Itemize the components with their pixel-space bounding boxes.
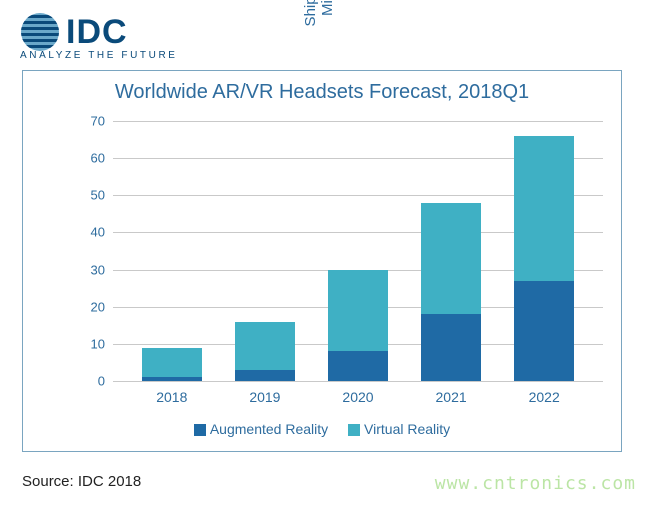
x-tick-label: 2019 <box>235 381 295 405</box>
bar-segment-ar <box>514 281 574 381</box>
legend-item-vr: Virtual Reality <box>348 421 450 437</box>
y-axis-label-line1: Shipments <box>302 0 319 26</box>
y-tick-label: 60 <box>77 151 105 166</box>
y-tick-label: 30 <box>77 262 105 277</box>
legend-label-vr: Virtual Reality <box>364 421 450 437</box>
legend-swatch-ar <box>194 424 206 436</box>
x-tick-label: 2022 <box>514 381 574 405</box>
bar-segment-vr <box>328 270 388 352</box>
y-axis-label-line2: Millions <box>319 0 336 16</box>
gridline <box>113 121 603 122</box>
page-container: IDC ANALYZE THE FUTURE Worldwide AR/VR H… <box>0 0 650 510</box>
bar-segment-vr <box>142 348 202 378</box>
bar-segment-ar <box>421 314 481 381</box>
source-text: Source: IDC 2018 <box>22 473 141 490</box>
legend: Augmented Reality Virtual Reality <box>23 421 621 437</box>
bar-segment-ar <box>328 351 388 381</box>
bar-segment-ar <box>235 370 295 381</box>
x-tick-label: 2021 <box>421 381 481 405</box>
y-tick-label: 10 <box>77 336 105 351</box>
chart-container: Worldwide AR/VR Headsets Forecast, 2018Q… <box>22 70 622 452</box>
y-tick-label: 50 <box>77 188 105 203</box>
legend-swatch-vr <box>348 424 360 436</box>
y-tick-label: 20 <box>77 299 105 314</box>
y-tick-label: 40 <box>77 225 105 240</box>
y-tick-label: 0 <box>77 374 105 389</box>
watermark-text: www.cntronics.com <box>435 473 636 494</box>
y-axis-label: Shipments Millions <box>43 0 83 121</box>
bar-segment-vr <box>235 322 295 370</box>
bar-segment-vr <box>514 136 574 281</box>
plot-area: 01020304050607020182019202020212022 <box>113 121 603 381</box>
legend-label-ar: Augmented Reality <box>210 421 328 437</box>
x-tick-label: 2018 <box>142 381 202 405</box>
legend-item-ar: Augmented Reality <box>194 421 328 437</box>
x-tick-label: 2020 <box>328 381 388 405</box>
y-tick-label: 70 <box>77 114 105 129</box>
bar-segment-vr <box>421 203 481 314</box>
